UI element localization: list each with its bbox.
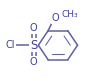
- Text: S: S: [30, 39, 38, 52]
- Text: O: O: [30, 57, 38, 67]
- Text: Cl: Cl: [6, 40, 15, 50]
- Text: CH₃: CH₃: [61, 10, 78, 19]
- Text: O: O: [52, 13, 60, 23]
- Text: O: O: [30, 23, 38, 33]
